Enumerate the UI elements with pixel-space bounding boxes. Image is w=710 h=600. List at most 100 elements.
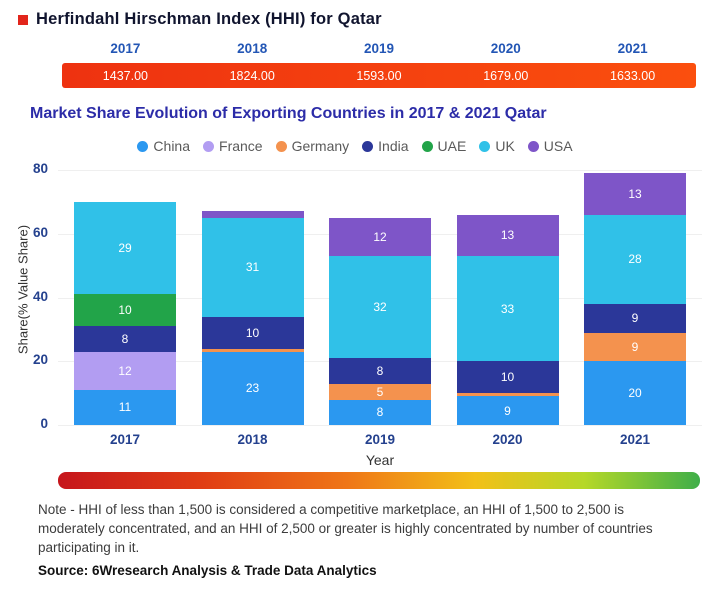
legend-label: France <box>219 138 263 154</box>
segment-china-2017: 11 <box>74 389 176 425</box>
segment-usa-2019: 12 <box>329 217 431 257</box>
legend-dot-usa <box>527 140 539 152</box>
y-axis-tick-label: 60 <box>32 224 48 240</box>
legend-dot-france <box>203 140 215 152</box>
hhi-year-label: 2018 <box>237 41 268 56</box>
segment-value-label: 31 <box>245 260 260 275</box>
x-axis-label-2021: 2021 <box>619 432 651 447</box>
segment-germany-2020 <box>456 393 559 397</box>
segment-uk-2017: 29 <box>74 201 176 295</box>
segment-value-label: 12 <box>373 229 387 244</box>
hhi-value: 1824.00 <box>229 68 275 83</box>
segment-uk-2021: 28 <box>584 214 686 304</box>
bars-container: 11 12 8 10 29 23 10 31 8 5 8 32 12 9 10 33 13 20 9 9 28 13 <box>58 170 702 425</box>
segment-usa-2021: 13 <box>584 173 686 215</box>
x-axis-label-2018: 2018 <box>237 432 268 447</box>
y-axis-tick-label: 80 <box>32 161 48 176</box>
segment-value-label: 28 <box>628 252 642 267</box>
note-text: Note - HHI of less than 1,500 is conside… <box>38 502 653 556</box>
segment-germany-2021: 9 <box>584 332 686 362</box>
segment-usa-2018 <box>201 211 304 218</box>
segment-india-2019: 8 <box>329 358 431 384</box>
legend-label: UK <box>495 138 515 154</box>
legend-label: India <box>378 138 409 154</box>
segment-india-2020: 10 <box>456 361 559 394</box>
legend-item-uae: UAE <box>421 138 467 154</box>
segment-value-label: 20 <box>628 386 642 401</box>
legend-item-germany: Germany <box>275 138 349 154</box>
segment-uk-2018: 31 <box>201 217 304 317</box>
legend-dot-germany <box>275 140 287 152</box>
legend-dot-china <box>137 140 149 152</box>
segment-value-label: 8 <box>376 405 384 420</box>
hhi-year-label: 2021 <box>617 41 648 56</box>
hhi-value-bar: 1437.00 1824.00 1593.00 1679.00 1633.00 <box>62 63 696 88</box>
y-axis-tick-label: 20 <box>32 352 48 368</box>
segment-value-label: 12 <box>118 363 132 378</box>
legend-item-india: India <box>362 138 409 154</box>
y-axis-tick-label: 40 <box>32 288 48 304</box>
segment-value-label: 29 <box>118 241 132 256</box>
segment-germany-2019: 5 <box>329 383 431 400</box>
segment-value-label: 23 <box>245 381 260 396</box>
hhi-year-label: 2017 <box>110 41 141 56</box>
legend-dot-uk <box>479 140 491 152</box>
hhi-header: Herfindahl Hirschman Index (HHI) for Qat… <box>0 0 710 29</box>
hhi-value: 1679.00 <box>483 68 529 83</box>
hhi-value: 1593.00 <box>356 68 402 83</box>
x-axis-label-2020: 2020 <box>492 432 523 447</box>
hhi-value: 1633.00 <box>610 68 656 83</box>
segment-value-label: 32 <box>373 300 387 315</box>
stacked-bar-2017: 11 12 8 10 29 <box>74 201 176 425</box>
legend-item-china: China <box>137 138 190 154</box>
segment-france-2017: 12 <box>74 351 176 390</box>
segment-value-label: 13 <box>500 228 515 243</box>
segment-china-2020: 9 <box>456 396 559 425</box>
segment-value-label: 11 <box>118 400 132 415</box>
segment-uk-2019: 32 <box>329 256 431 359</box>
stacked-bar-2020: 9 10 33 13 <box>456 214 559 425</box>
legend-dot-india <box>362 140 374 152</box>
market-share-title: Market Share Evolution of Exporting Coun… <box>30 105 547 122</box>
stacked-bar-chart: Share(% Value Share) 11 12 8 10 29 23 10 31 8 5 8 3… <box>0 160 710 468</box>
segment-value-label: 10 <box>500 370 515 385</box>
x-axis-label-2017: 2017 <box>109 432 141 447</box>
chart-legend: China France Germany India UAE UK USA <box>0 138 710 154</box>
segment-value-label: 5 <box>376 384 384 399</box>
hhi-years-row: 2017 2018 2019 2020 2021 <box>62 41 696 56</box>
segment-uk-2020: 33 <box>456 256 559 362</box>
stacked-bar-2019: 8 5 8 32 12 <box>329 217 431 425</box>
segment-value-label: 33 <box>500 301 515 316</box>
segment-usa-2020: 13 <box>456 214 559 257</box>
plot-area: 11 12 8 10 29 23 10 31 8 5 8 32 12 9 10 33 13 20 9 9 28 13 <box>58 170 702 426</box>
gridline <box>58 170 702 171</box>
stacked-bar-2018: 23 10 31 <box>201 211 304 425</box>
legend-dot-uae <box>421 140 433 152</box>
segment-value-label: 9 <box>504 403 511 418</box>
x-axis-labels: 2017 2018 2019 2020 2021 <box>58 432 702 447</box>
segment-value-label: 10 <box>118 303 132 318</box>
segment-value-label: 8 <box>376 363 384 378</box>
segment-value-label: 9 <box>631 311 639 326</box>
legend-item-france: France <box>203 138 263 154</box>
segment-china-2018: 23 <box>201 351 304 425</box>
hhi-title: Herfindahl Hirschman Index (HHI) for Qat… <box>36 10 382 28</box>
x-axis-title: Year <box>365 452 395 468</box>
hhi-year-label: 2020 <box>490 41 521 56</box>
segment-value-label: 9 <box>631 339 639 354</box>
stacked-bar-2021: 20 9 9 28 13 <box>584 173 686 425</box>
segment-china-2021: 20 <box>584 361 686 425</box>
segment-india-2018: 10 <box>201 316 304 349</box>
segment-value-label: 8 <box>121 331 129 346</box>
segment-china-2019: 8 <box>329 399 431 425</box>
legend-label: USA <box>543 138 573 154</box>
segment-uae-2017: 10 <box>74 294 176 327</box>
segment-germany-2018 <box>201 348 304 352</box>
legend-label: China <box>153 138 191 154</box>
legend-label: UAE <box>437 138 467 154</box>
hhi-color-scale <box>58 472 700 489</box>
segment-value-label: 10 <box>245 325 260 340</box>
legend-item-uk: UK <box>479 138 515 154</box>
segment-value-label: 13 <box>628 186 642 201</box>
